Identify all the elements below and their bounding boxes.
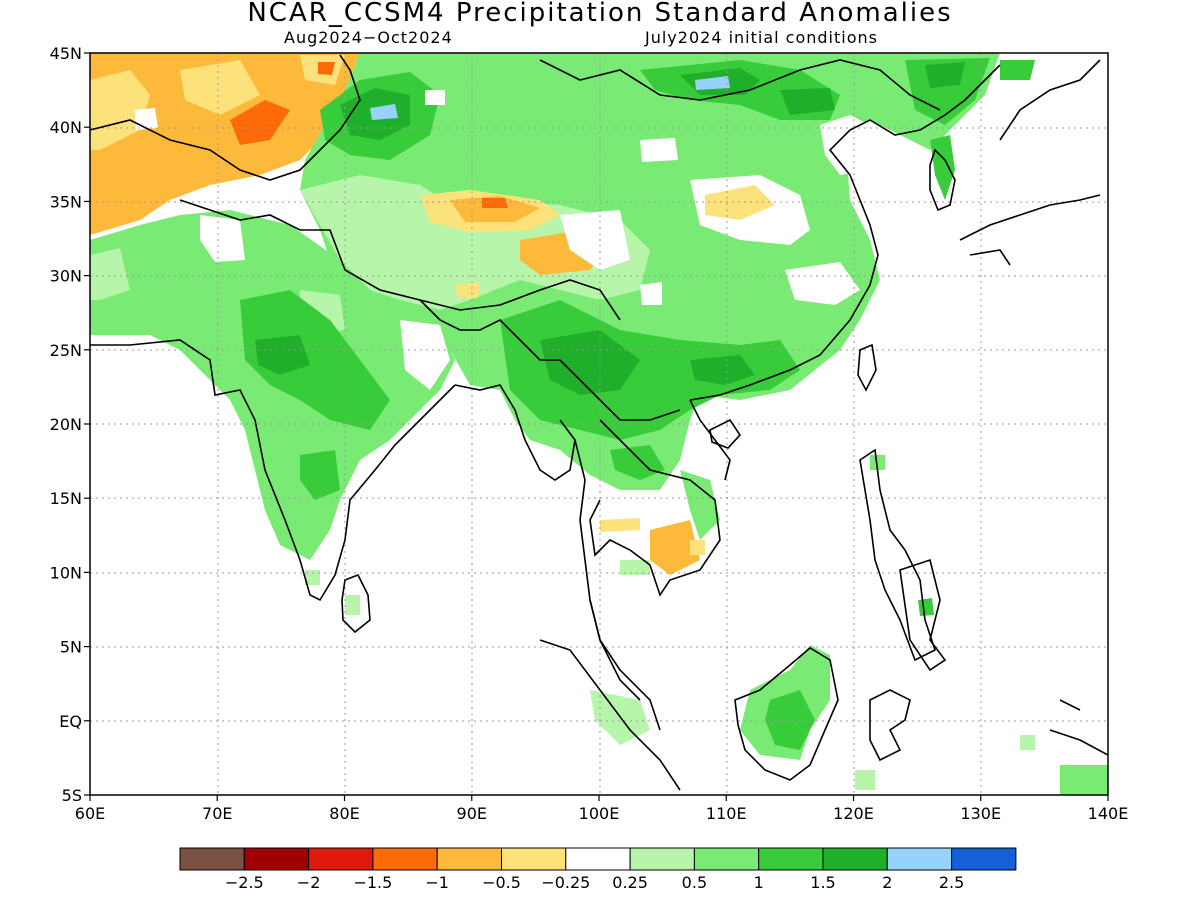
colorbar-swatch [179,847,245,871]
lon-label: 120E [833,804,874,823]
lon-label: 100E [579,804,620,823]
wet-region-china [300,53,1000,490]
lon-label: 90E [457,804,487,823]
colorbar-swatch [629,847,695,871]
colorbar-labels: −2.5 −2 −1.5 −1 −0.5 −0.25 0.25 0.5 1 1.5 2 2.5 [225,873,964,892]
colorbar-label: −2 [297,873,321,892]
colorbar-swatch [243,847,310,871]
dry-region-northwest [90,53,360,235]
initial-conditions: July2024 initial conditions [645,28,878,47]
colorbar-label: −0.5 [482,873,521,892]
colorbar-label: −1.5 [353,873,392,892]
coastlines [90,54,1108,791]
lat-label: 30N [50,267,82,286]
lat-label: EQ [59,712,82,731]
colorbar-swatch [886,847,953,871]
lat-label: 20N [50,415,82,434]
lon-label: 80E [329,804,359,823]
colorbar-label: 0.5 [682,873,707,892]
map-title: NCAR_CCSM4 Precipitation Standard Anomal… [247,0,953,28]
colorbar-label: 0.25 [612,873,648,892]
lat-label: 45N [50,44,82,63]
lon-label: 130E [960,804,1001,823]
lat-label: 10N [50,563,82,582]
colorbar-label: 2.5 [939,873,964,892]
colorbar-swatch [693,847,760,871]
colorbar-label: 1.5 [810,873,835,892]
lon-label: 140E [1088,804,1129,823]
colorbar-label: −0.25 [541,873,590,892]
colorbar-swatch [501,847,567,871]
colorbar-swatch [951,847,1017,871]
lon-label: 70E [202,804,232,823]
colorbar-label: 1 [754,873,764,892]
colorbar-swatch [436,847,503,871]
grid-lines [90,53,1108,795]
lat-label: 25N [50,341,82,360]
colorbar-swatch [758,847,824,871]
lat-label: 15N [50,489,82,508]
colorbar-swatch [308,847,374,871]
colorbar-label: −1 [425,873,449,892]
lat-label: 5N [60,638,82,657]
lon-label: 60E [75,804,105,823]
lat-label: 5S [62,786,82,805]
colorbar-label: −2.5 [225,873,264,892]
colorbar-swatch [565,847,631,871]
colorbar-swatch [372,847,438,871]
longitude-labels: 60E 70E 80E 90E 100E 110E 120E 130E 140E [75,795,1129,823]
lat-label: 40N [50,118,82,137]
lon-label: 110E [706,804,747,823]
colorbar-swatch [822,847,888,871]
forecast-period: Aug2024−Oct2024 [284,28,453,47]
colorbar [179,847,1017,871]
lat-label: 35N [50,192,82,211]
colorbar-label: 2 [882,873,892,892]
latitude-labels: 45N 40N 35N 30N 25N 20N 15N 10N 5N EQ 5S [50,44,90,805]
